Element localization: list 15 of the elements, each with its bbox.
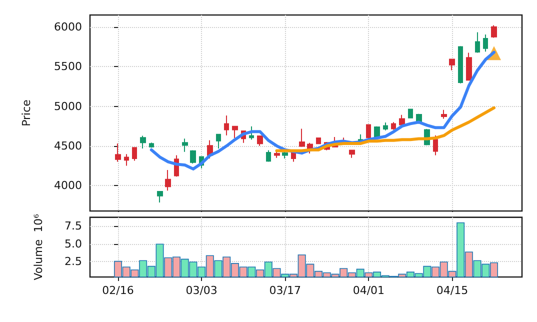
y-tick-label: 5.0 xyxy=(64,237,82,250)
y-tick-label: 5500 xyxy=(54,60,82,74)
y-tick-label: 7.5 xyxy=(64,219,82,232)
x-tick-label: 02/16 xyxy=(102,284,134,297)
y-tick-label: 4500 xyxy=(54,139,82,152)
x-tick-label: 03/03 xyxy=(186,284,218,297)
y-tick-label: 4000 xyxy=(54,179,82,192)
y-axis-title: Price xyxy=(20,99,33,126)
y-tick-label: 5000 xyxy=(54,100,82,113)
x-tick-label: 03/17 xyxy=(269,284,301,297)
y-axis-title: Volume 10⁶ xyxy=(32,213,45,280)
x-tick-label: 04/01 xyxy=(352,284,385,297)
y-tick-label: 6000 xyxy=(54,20,82,34)
y-tick-label: 2.5 xyxy=(64,255,82,268)
x-tick-label: 04/15 xyxy=(436,284,468,297)
